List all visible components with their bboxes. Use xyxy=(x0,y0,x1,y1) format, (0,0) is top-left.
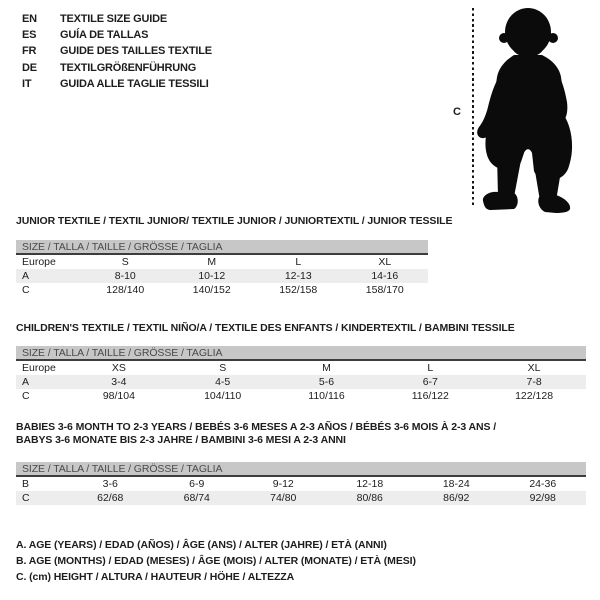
size-header-bar: SIZE / TALLA / TAILLE / GRÖSSE / TAGLIA xyxy=(16,346,586,361)
row-value: 92/98 xyxy=(529,492,556,504)
row-value: 18-24 xyxy=(442,478,470,490)
row-value: 86/92 xyxy=(443,492,470,504)
language-code: FR xyxy=(22,45,37,58)
row-value: 68/74 xyxy=(183,492,210,504)
footnote-line: A. AGE (YEARS) / EDAD (AÑOS) / ÂGE (ANS)… xyxy=(16,539,387,551)
height-measure-line xyxy=(472,8,474,206)
row-value: M xyxy=(322,362,331,374)
row-value: 7-8 xyxy=(526,376,542,388)
table-row: Europe XS S M L XL xyxy=(16,361,586,375)
language-code: DE xyxy=(22,61,37,74)
table-row: B 3-6 6-9 9-12 12-18 18-24 24-36 xyxy=(16,477,586,491)
language-code: ES xyxy=(22,29,37,42)
row-label: C xyxy=(22,284,30,296)
row-value: 110/116 xyxy=(308,390,345,402)
table-heading: JUNIOR TEXTILE / TEXTIL JUNIOR/ TEXTILE … xyxy=(16,215,453,228)
row-label: Europe xyxy=(22,256,56,268)
table-row: A 8-10 10-12 12-13 14-16 xyxy=(16,269,428,283)
footnotes: A. AGE (YEARS) / EDAD (AÑOS) / ÂGE (ANS)… xyxy=(16,537,416,585)
size-header-bar: SIZE / TALLA / TAILLE / GRÖSSE / TAGLIA xyxy=(16,240,428,255)
language-title: GUIDE DES TAILLES TEXTILE xyxy=(60,45,212,58)
language-row: FR GUIDE DES TAILLES TEXTILE xyxy=(22,43,212,59)
row-value: 116/122 xyxy=(411,390,449,402)
row-label: A xyxy=(22,270,30,282)
table-heading: CHILDREN'S TEXTILE / TEXTIL NIÑO/A / TEX… xyxy=(16,322,586,335)
size-table: BABIES 3-6 MONTH TO 2-3 YEARS / BEBÉS 3-… xyxy=(16,421,586,505)
size-table: JUNIOR TEXTILE / TEXTIL JUNIOR/ TEXTILE … xyxy=(16,215,453,297)
row-value: S xyxy=(121,256,129,268)
row-value: 74/80 xyxy=(270,492,297,504)
row-value: L xyxy=(427,362,434,374)
row-value: 6-7 xyxy=(422,376,438,388)
row-value: 80/86 xyxy=(356,492,383,504)
table-heading-line: JUNIOR TEXTILE / TEXTIL JUNIOR/ TEXTILE … xyxy=(16,215,453,227)
row-value: 8-10 xyxy=(114,270,136,282)
row-value: 3-6 xyxy=(102,478,118,490)
row-value: 152/158 xyxy=(279,284,318,296)
footnote-line: C. (cm) HEIGHT / ALTURA / HAUTEUR / HÖHE… xyxy=(16,571,295,583)
size-table: CHILDREN'S TEXTILE / TEXTIL NIÑO/A / TEX… xyxy=(16,322,586,403)
row-value: 62/68 xyxy=(97,492,124,504)
language-row: EN TEXTILE SIZE GUIDE xyxy=(22,11,212,27)
row-value: 98/104 xyxy=(102,390,135,402)
language-row: IT GUIDA ALLE TAGLIE TESSILI xyxy=(22,76,212,92)
row-value: S xyxy=(219,362,227,374)
row-value: XL xyxy=(527,362,541,374)
row-value: L xyxy=(295,256,302,268)
table-row: C 62/68 68/74 74/80 80/86 86/92 92/98 xyxy=(16,491,586,505)
language-title: GUIDA ALLE TAGLIE TESSILI xyxy=(60,77,209,90)
language-title: TEXTILGRÖßENFÜHRUNG xyxy=(60,61,197,74)
table-row: C 98/104 104/110 110/116 116/122 122/128 xyxy=(16,389,586,403)
row-label: B xyxy=(22,478,30,490)
row-value: 4-5 xyxy=(215,376,231,388)
row-value: 12-13 xyxy=(284,270,312,282)
table-heading-line: BABYS 3-6 MONATE BIS 2-3 JAHRE / BAMBINI… xyxy=(16,434,346,446)
table-heading-line: CHILDREN'S TEXTILE / TEXTIL NIÑO/A / TEX… xyxy=(16,322,515,334)
row-value: 24-36 xyxy=(529,478,557,490)
table-heading: BABIES 3-6 MONTH TO 2-3 YEARS / BEBÉS 3-… xyxy=(16,421,586,447)
row-value: 10-12 xyxy=(198,270,226,282)
table-row: C 128/140 140/152 152/158 158/170 xyxy=(16,283,428,297)
row-value: 140/152 xyxy=(192,284,231,296)
footnote-line: B. AGE (MONTHS) / EDAD (MESES) / ÂGE (MO… xyxy=(16,555,416,567)
language-code: EN xyxy=(22,13,37,25)
language-title: GUÍA DE TALLAS xyxy=(60,29,149,42)
row-value: XS xyxy=(111,362,126,374)
row-value: 6-9 xyxy=(189,478,205,490)
language-list: EN TEXTILE SIZE GUIDE ES GUÍA DE TALLAS FR GU… xyxy=(22,11,212,92)
row-value: 158/170 xyxy=(365,284,404,296)
row-label: Europe xyxy=(22,362,56,374)
row-value: 104/110 xyxy=(204,390,242,402)
baby-silhouette-icon xyxy=(477,8,573,213)
language-code: IT xyxy=(22,77,32,90)
language-title: TEXTILE SIZE GUIDE xyxy=(60,13,168,25)
row-value: 12-18 xyxy=(356,478,384,490)
table-row: A 3-4 4-5 5-6 6-7 7-8 xyxy=(16,375,586,389)
row-value: M xyxy=(207,256,217,268)
language-row: ES GUÍA DE TALLAS xyxy=(22,27,212,43)
row-value: XL xyxy=(378,256,392,268)
size-header-bar: SIZE / TALLA / TAILLE / GRÖSSE / TAGLIA xyxy=(16,462,586,477)
row-value: 128/140 xyxy=(106,284,145,296)
table-heading-line: BABIES 3-6 MONTH TO 2-3 YEARS / BEBÉS 3-… xyxy=(16,421,497,433)
row-value: 14-16 xyxy=(371,270,399,282)
row-label: A xyxy=(22,376,30,388)
language-row: DE TEXTILGRÖßENFÜHRUNG xyxy=(22,60,212,76)
row-value: 122/128 xyxy=(515,390,554,402)
row-label: C xyxy=(22,492,30,504)
height-label: C xyxy=(453,106,461,118)
table-row: Europe S M L XL xyxy=(16,255,428,269)
row-label: C xyxy=(22,390,30,402)
row-value: 5-6 xyxy=(318,376,335,388)
row-value: 3-4 xyxy=(111,376,127,388)
row-value: 9-12 xyxy=(272,478,294,490)
